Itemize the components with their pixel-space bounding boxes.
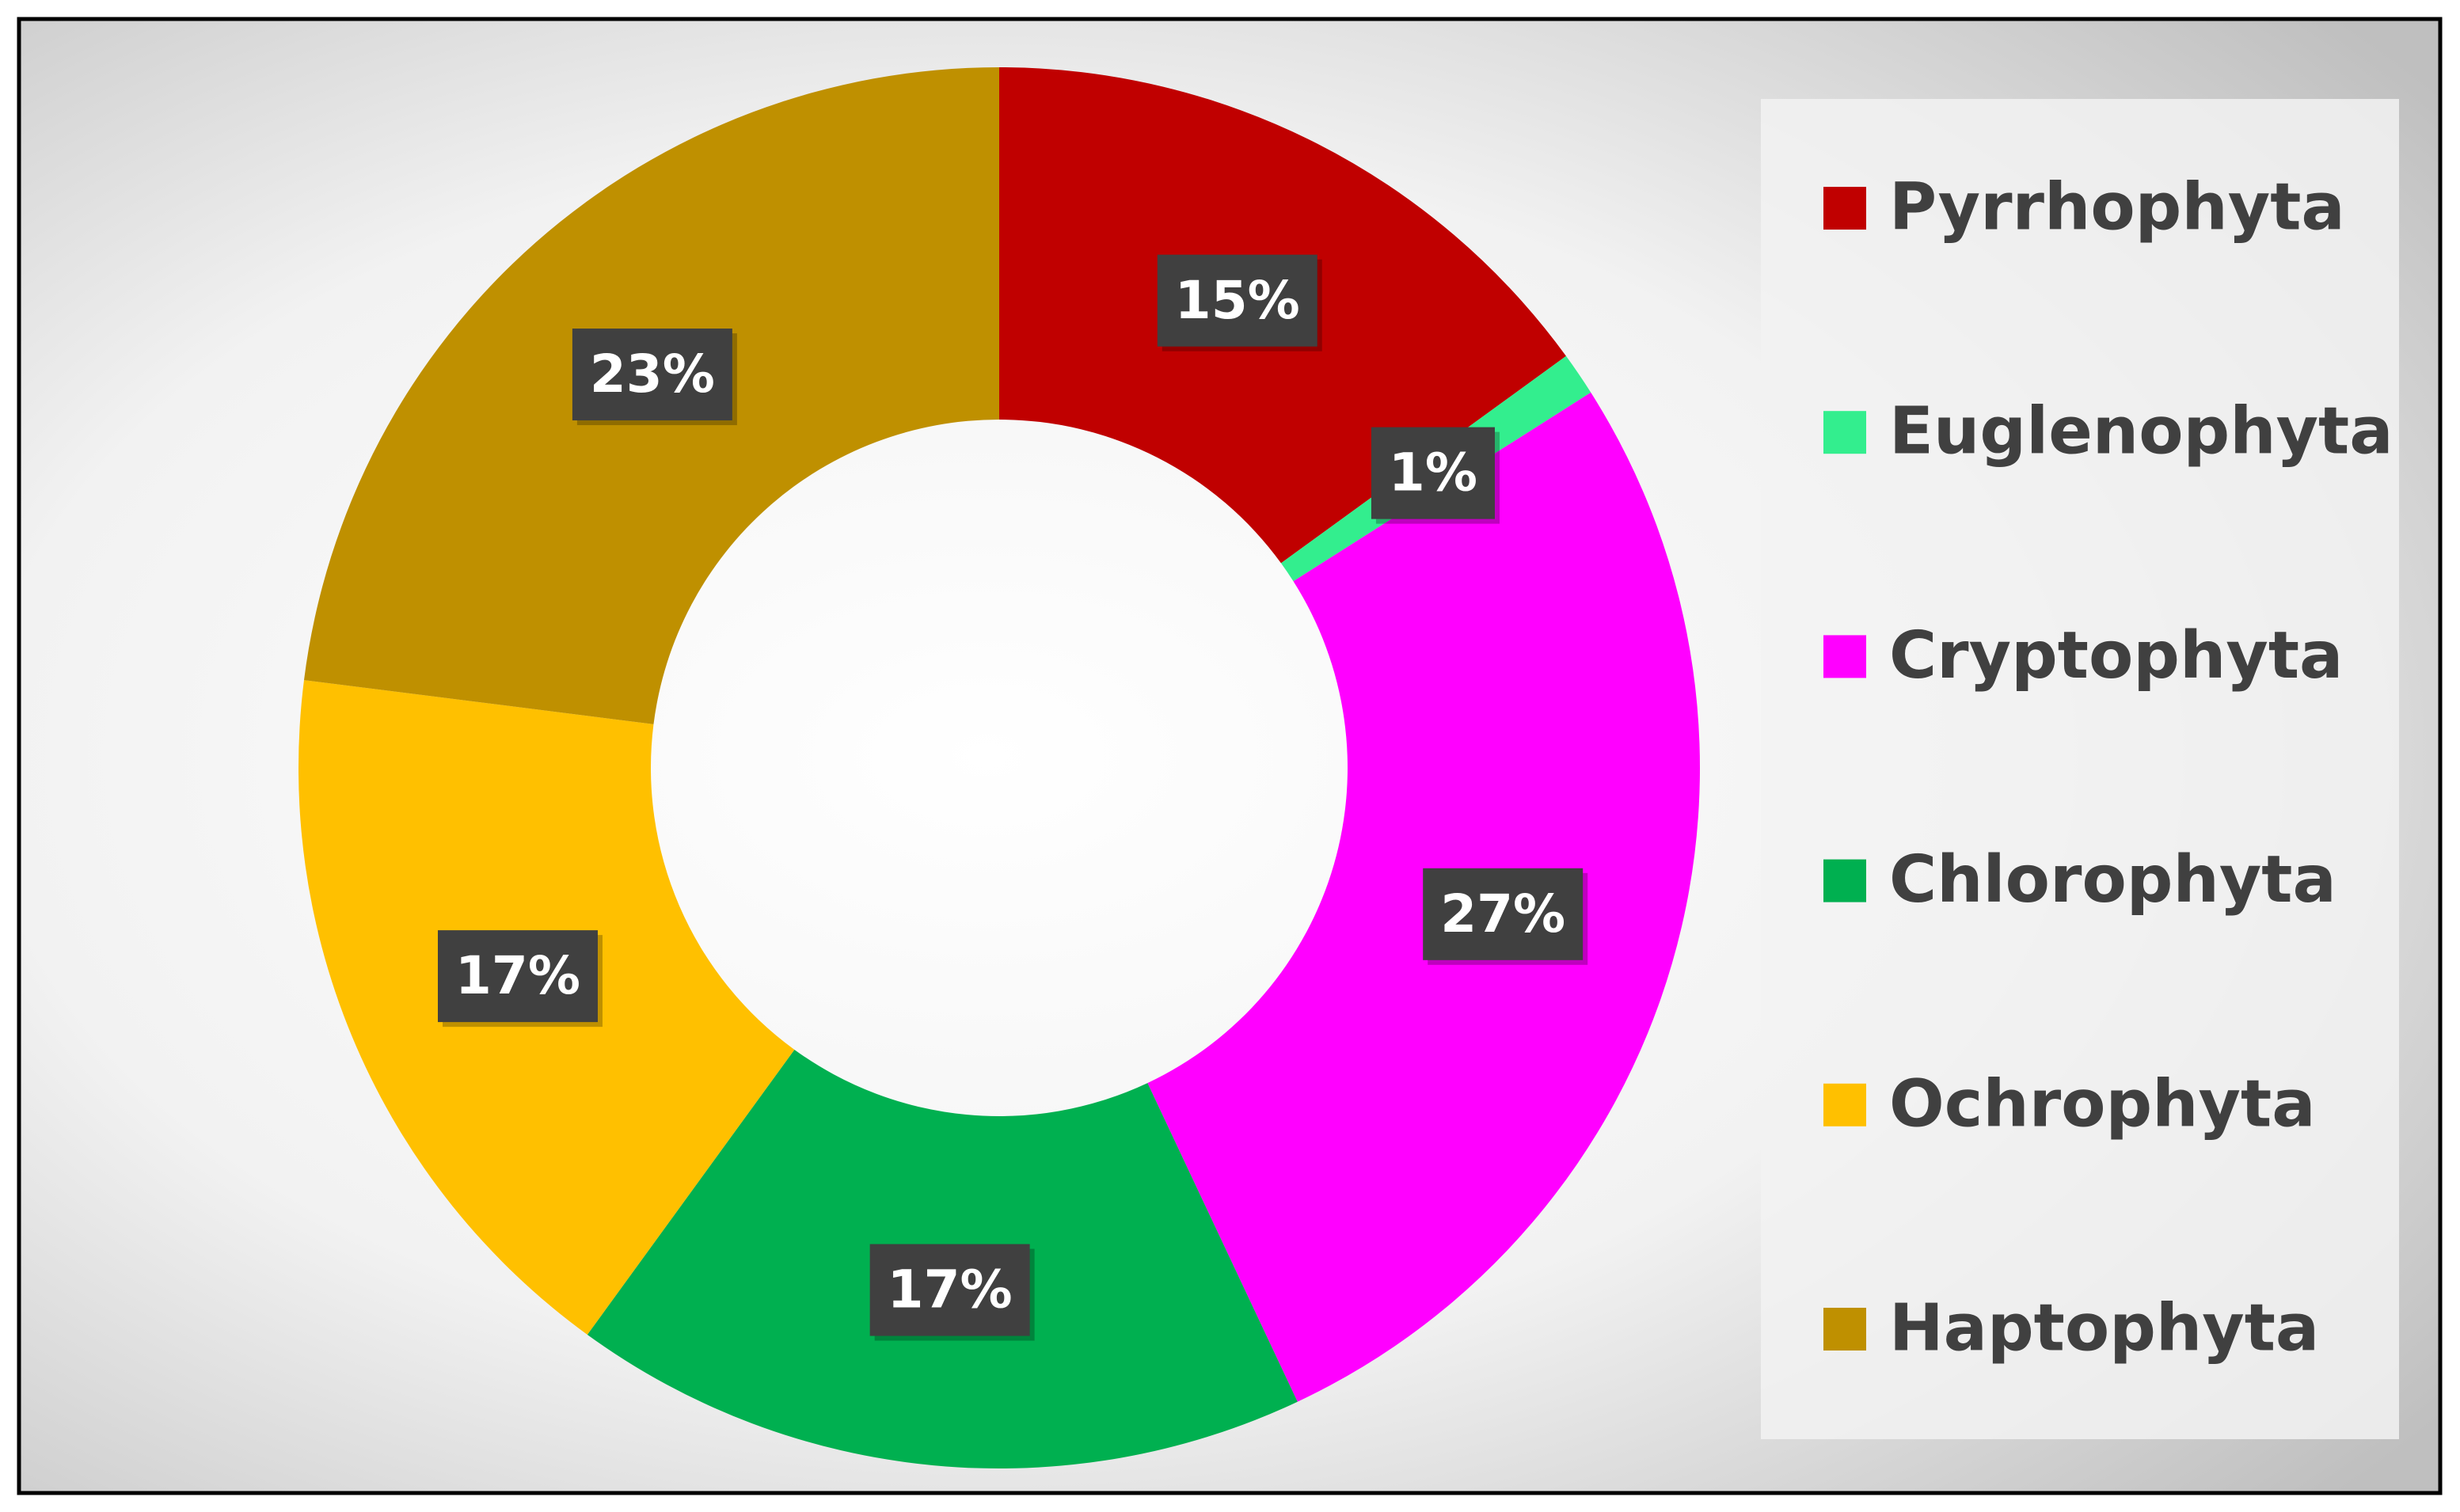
data-label: 17% <box>888 1259 1013 1320</box>
legend-label: Cryptophyta <box>1889 618 2343 693</box>
legend-label: Pyrrhophyta <box>1889 169 2345 245</box>
data-label: 17% <box>455 945 580 1006</box>
legend-label: Chlorophyta <box>1889 842 2336 917</box>
legend-swatch <box>1823 635 1866 678</box>
legend-swatch <box>1823 1083 1866 1126</box>
legend-swatch <box>1823 411 1866 454</box>
legend-swatch <box>1823 859 1866 902</box>
data-label: 23% <box>590 344 715 405</box>
legend-label: Haptophyta <box>1889 1290 2319 1366</box>
legend-swatch <box>1823 1308 1866 1351</box>
data-labels: 15% 1% 27% 17% 17% 23% <box>437 254 1588 1341</box>
legend: Pyrrhophyta Euglenophyta Cryptophyta Chloro… <box>1823 169 2393 1366</box>
legend-box <box>1761 99 2399 1439</box>
data-label: 27% <box>1440 883 1565 944</box>
legend-swatch <box>1823 187 1866 230</box>
data-label-box <box>869 1244 1030 1336</box>
data-label-box <box>572 329 732 421</box>
data-label-box <box>1157 254 1317 347</box>
data-label-box <box>1371 427 1495 519</box>
legend-label: Euglenophyta <box>1889 394 2393 469</box>
data-label: 15% <box>1175 270 1300 331</box>
data-label: 1% <box>1389 443 1477 503</box>
data-label-box <box>1423 868 1584 960</box>
legend-label: Ochrophyta <box>1889 1066 2316 1142</box>
data-label-box <box>437 930 598 1023</box>
